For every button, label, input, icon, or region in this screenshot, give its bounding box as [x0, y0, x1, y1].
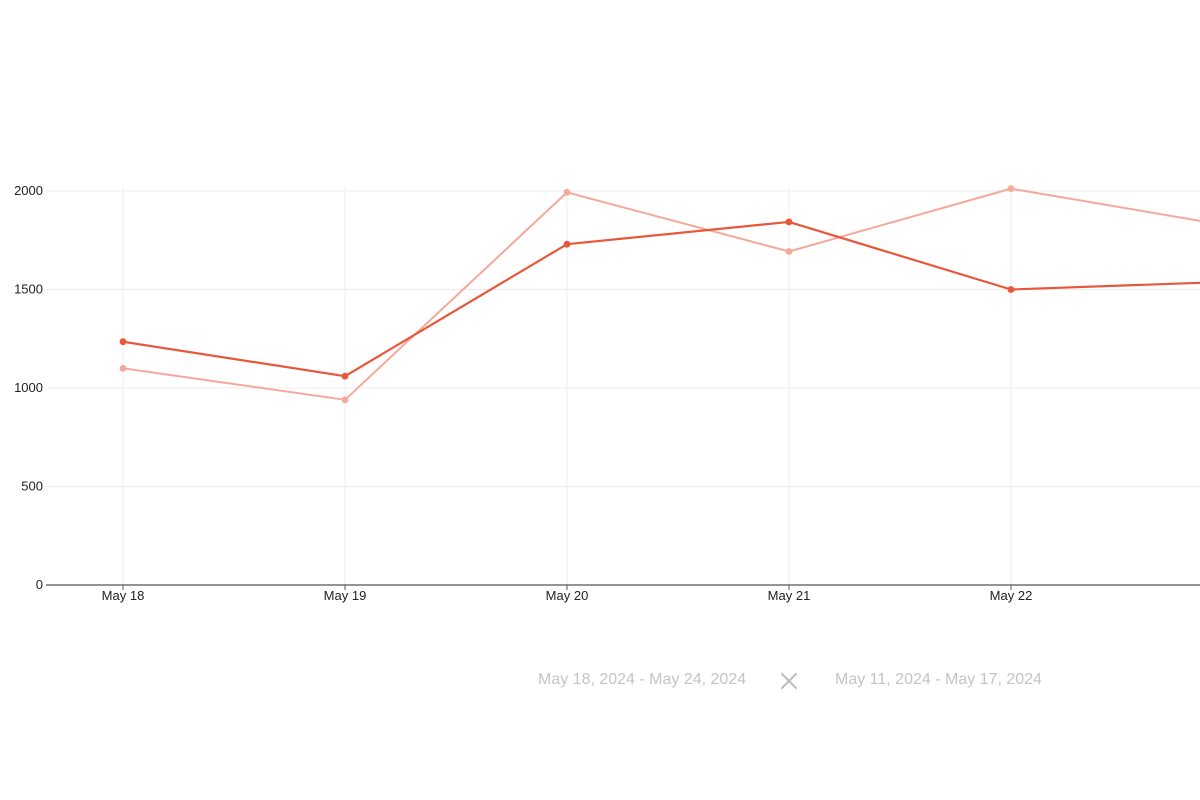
legend-item-current-period[interactable]: May 18, 2024 - May 24, 2024: [538, 671, 747, 688]
data-point-previous[interactable]: [119, 364, 127, 372]
grid-lines: [46, 187, 1200, 585]
x-tick-label: May 22: [990, 588, 1033, 603]
y-tick-label: 0: [36, 577, 43, 592]
x-tick-label: May 18: [102, 588, 145, 603]
data-point-previous[interactable]: [785, 248, 793, 255]
y-tick-label: 1500: [14, 282, 43, 297]
chart-legend: May 18, 2024 - May 24, 2024 May 11, 2024…: [0, 668, 1200, 694]
tick-labels: 0 500 1000 1500 2000 May 18 May 19 May 20 May 21…: [14, 183, 1032, 603]
data-point-current[interactable]: [563, 240, 571, 248]
data-point-current[interactable]: [341, 372, 349, 380]
x-tick-label: May 20: [546, 588, 589, 603]
data-point-previous[interactable]: [1007, 185, 1015, 193]
x-tick-label: May 19: [324, 588, 367, 603]
y-tick-label: 2000: [14, 183, 43, 198]
close-icon-glyph: [781, 673, 797, 689]
data-point-current[interactable]: [785, 218, 793, 226]
data-point-current[interactable]: [119, 338, 127, 346]
axes: [46, 584, 1200, 590]
series-line-current: [121, 220, 1200, 378]
x-tick-label: May 21: [768, 588, 811, 603]
data-point-previous[interactable]: [341, 396, 349, 404]
data-point-previous[interactable]: [563, 188, 571, 196]
y-tick-label: 500: [21, 479, 43, 494]
y-tick-label: 1000: [14, 380, 43, 395]
close-icon[interactable]: [779, 671, 799, 691]
legend-item-previous-period[interactable]: May 11, 2024 - May 17, 2024: [835, 671, 1042, 688]
series-lines: [119, 185, 1200, 404]
data-point-current[interactable]: [1007, 286, 1015, 293]
series-line-previous: [122, 187, 1200, 401]
